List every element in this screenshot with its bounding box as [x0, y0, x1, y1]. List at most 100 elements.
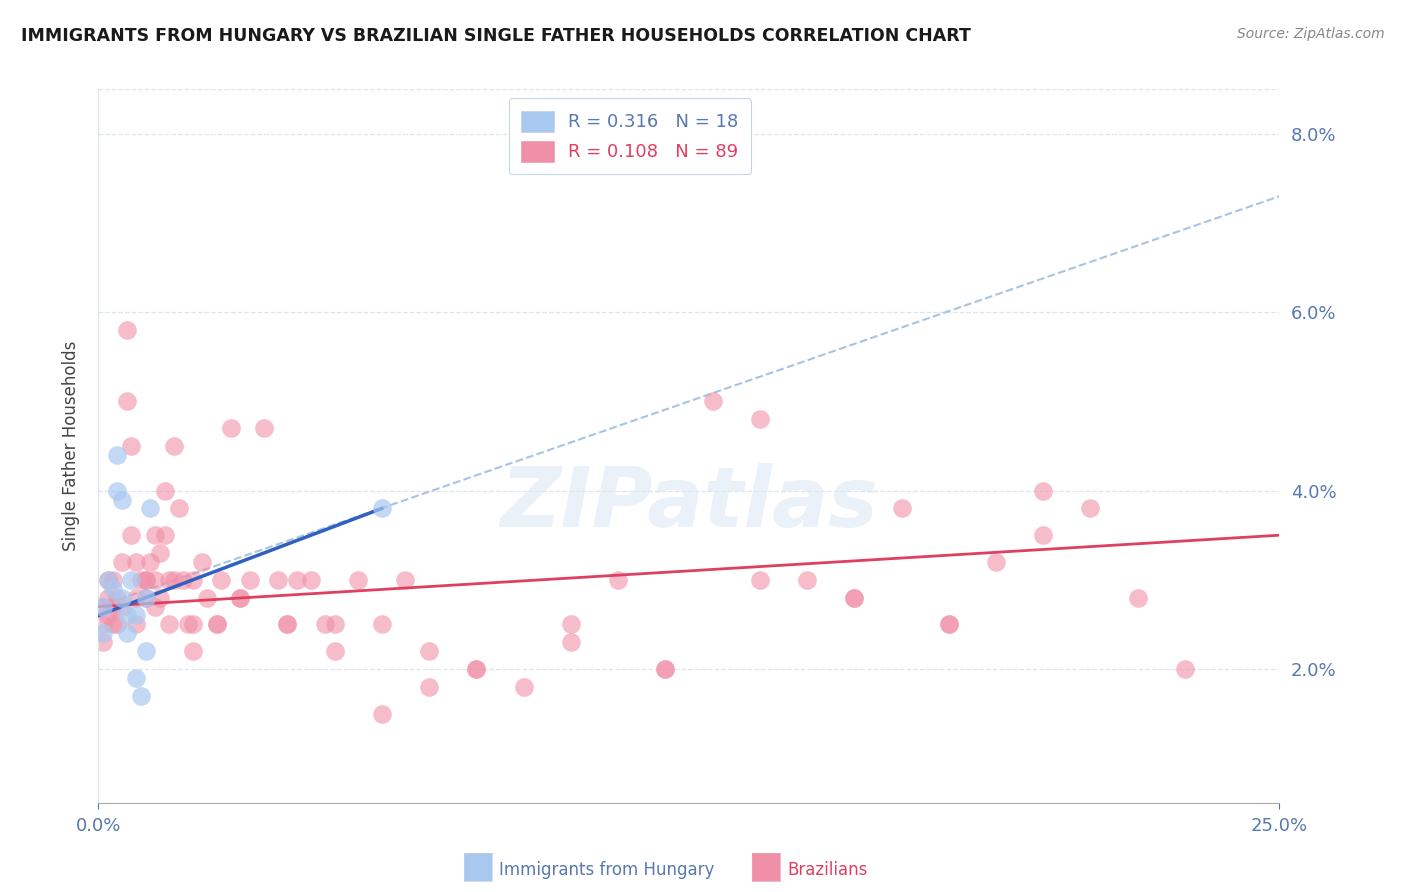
Point	[181, 644, 204, 658]
Point	[135, 573, 157, 587]
Point	[285, 573, 308, 587]
Point	[607, 573, 630, 587]
Point	[121, 439, 143, 453]
Point	[314, 617, 336, 632]
Point	[938, 617, 960, 632]
Point	[205, 617, 228, 632]
Point	[371, 706, 394, 721]
Point	[654, 662, 676, 676]
Point	[209, 573, 232, 587]
Point	[371, 617, 394, 632]
Point	[172, 573, 194, 587]
Point	[195, 591, 218, 605]
Point	[323, 644, 346, 658]
Point	[219, 421, 242, 435]
Point	[229, 591, 252, 605]
Point	[163, 573, 186, 587]
Point	[844, 591, 866, 605]
Point	[796, 573, 818, 587]
Point	[465, 662, 488, 676]
Point	[205, 617, 228, 632]
Point	[239, 573, 262, 587]
Point	[105, 591, 128, 605]
Point	[135, 591, 157, 605]
Point	[91, 599, 114, 614]
Point	[97, 591, 120, 605]
Point	[135, 573, 157, 587]
Point	[512, 680, 534, 694]
Point	[149, 591, 172, 605]
Point	[105, 483, 128, 498]
Point	[101, 582, 124, 596]
Point	[1080, 501, 1102, 516]
Point	[163, 439, 186, 453]
Point	[323, 617, 346, 632]
Point	[654, 662, 676, 676]
Point	[299, 573, 322, 587]
Point	[135, 591, 157, 605]
Point	[153, 528, 176, 542]
Point	[143, 599, 166, 614]
Point	[129, 689, 152, 703]
Point	[181, 617, 204, 632]
Point	[984, 555, 1007, 569]
Point	[702, 394, 724, 409]
Point	[157, 617, 180, 632]
Point	[149, 546, 172, 560]
Point	[121, 573, 143, 587]
Point	[115, 394, 138, 409]
Point	[111, 591, 134, 605]
Point	[91, 617, 114, 632]
Point	[111, 599, 134, 614]
Text: Immigrants from Hungary: Immigrants from Hungary	[499, 861, 714, 879]
Point	[125, 555, 148, 569]
Point	[139, 555, 162, 569]
Legend: R = 0.316   N = 18, R = 0.108   N = 89: R = 0.316 N = 18, R = 0.108 N = 89	[509, 98, 751, 174]
Point	[267, 573, 290, 587]
Text: Source: ZipAtlas.com: Source: ZipAtlas.com	[1237, 27, 1385, 41]
Point	[115, 626, 138, 640]
Point	[129, 573, 152, 587]
Point	[111, 492, 134, 507]
Point	[101, 599, 124, 614]
Point	[890, 501, 912, 516]
Point	[276, 617, 298, 632]
Y-axis label: Single Father Households: Single Father Households	[62, 341, 80, 551]
Point	[135, 644, 157, 658]
Point	[418, 680, 440, 694]
Point	[97, 608, 120, 623]
Point	[560, 617, 582, 632]
Point	[125, 617, 148, 632]
Point	[394, 573, 416, 587]
Point	[125, 671, 148, 685]
Point	[371, 501, 394, 516]
Point	[347, 573, 370, 587]
Point	[465, 662, 488, 676]
Point	[1126, 591, 1149, 605]
Point	[115, 323, 138, 337]
Point	[1032, 483, 1054, 498]
Point	[111, 555, 134, 569]
Point	[115, 608, 138, 623]
Point	[844, 591, 866, 605]
Point	[253, 421, 276, 435]
Point	[105, 448, 128, 462]
Point	[97, 573, 120, 587]
Point	[181, 573, 204, 587]
Point	[1032, 528, 1054, 542]
Point	[105, 617, 128, 632]
Point	[167, 501, 190, 516]
Point	[101, 617, 124, 632]
Point	[229, 591, 252, 605]
Text: ZIPatlas: ZIPatlas	[501, 463, 877, 543]
Point	[125, 608, 148, 623]
Point	[91, 626, 114, 640]
Point	[560, 635, 582, 649]
Point	[91, 599, 114, 614]
Point	[191, 555, 214, 569]
Point	[418, 644, 440, 658]
Point	[153, 483, 176, 498]
Point	[143, 528, 166, 542]
Point	[97, 573, 120, 587]
Point	[177, 617, 200, 632]
